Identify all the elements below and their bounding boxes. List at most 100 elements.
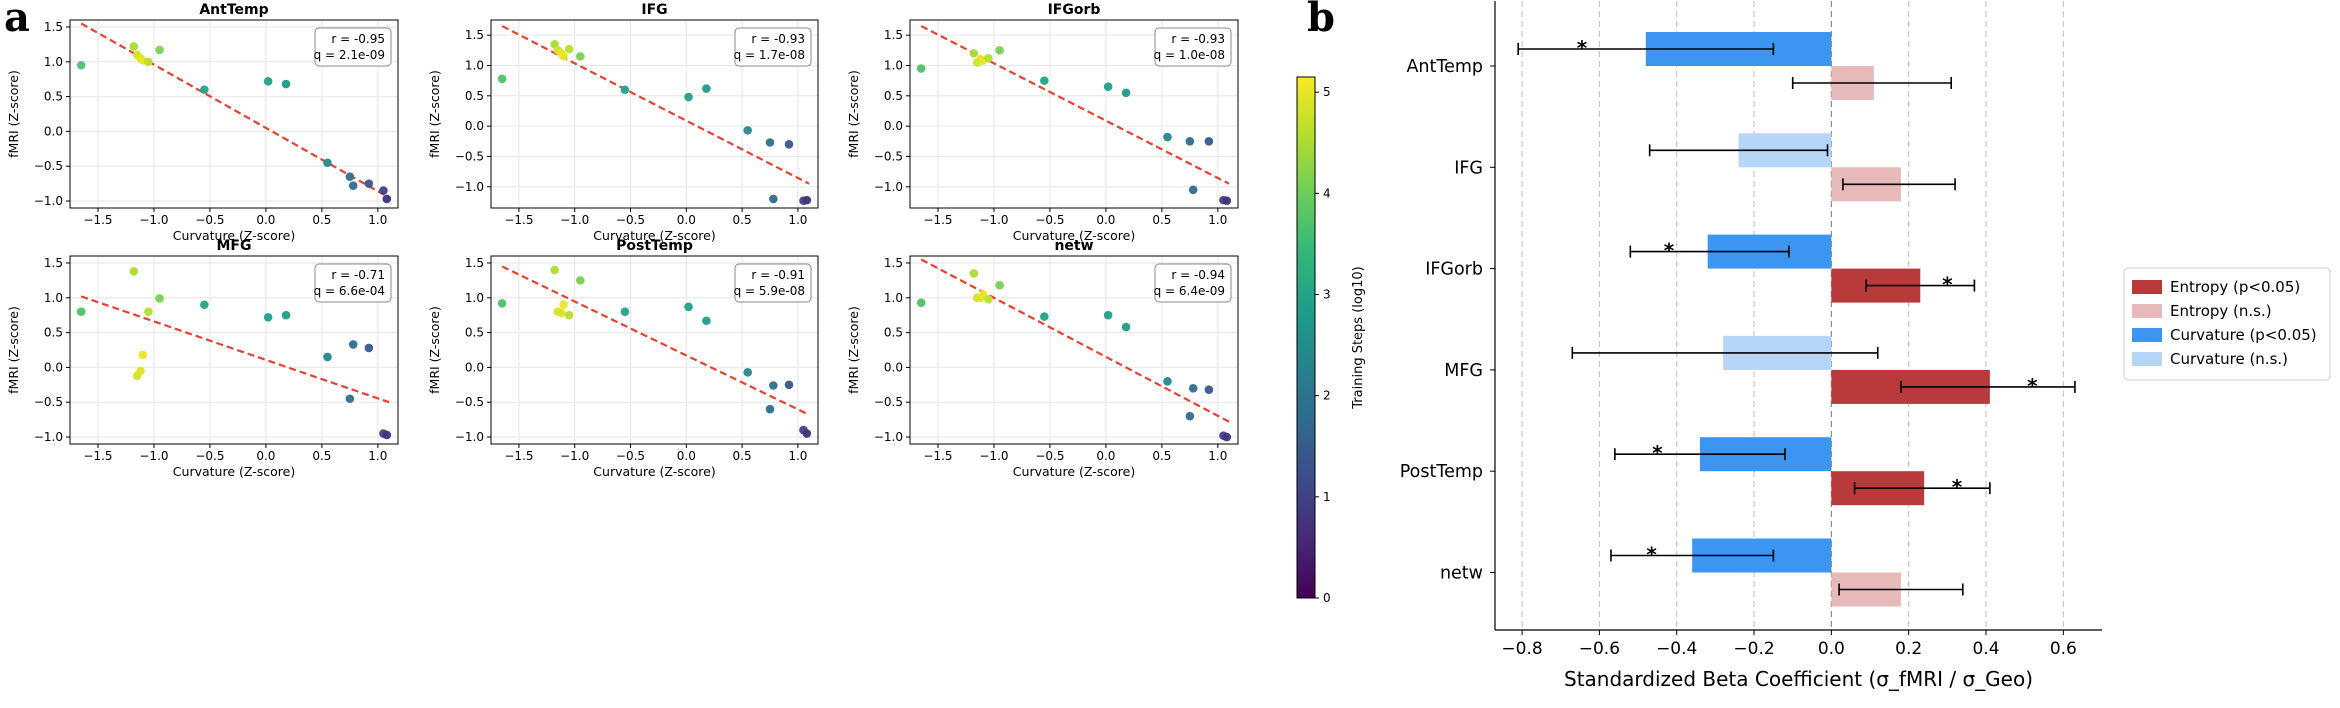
scatter-point [784,380,794,390]
scatter-point [995,280,1004,290]
x-tick-label: 0.0 [1818,639,1845,659]
scatter-point [1204,385,1214,394]
x-tick-label: 1.0 [788,213,807,227]
scatter-point [323,352,332,362]
y-tick-label: −1.0 [874,180,903,194]
x-tick-label: 0.0 [677,213,696,227]
x-tick-label: 1.0 [1208,213,1227,227]
x-tick-label: −0.4 [1656,639,1697,659]
category-label: AntTemp [1406,57,1483,77]
x-tick-label: −0.5 [1035,213,1064,227]
x-tick-label: −0.6 [1579,639,1620,659]
x-tick-label: −1.0 [979,449,1008,463]
scatter-point [364,179,374,188]
y-axis-label: fMRI (Z-score) [6,70,21,158]
legend-swatch [2132,352,2162,366]
scatter-point [575,52,585,61]
scatter-point [702,316,711,326]
stats-q-value: q = 2.1e-09 [314,48,385,62]
scatter-point [281,310,291,320]
scatter-point [348,340,358,349]
scatter-point [916,298,926,307]
curvature-significance-marker: * [1577,36,1588,60]
y-tick-label: −0.5 [874,395,903,409]
x-tick-label: 0.0 [1096,449,1115,463]
stats-r-value: r = -0.93 [751,32,805,46]
y-tick-label: 0.0 [884,360,903,374]
scatter-point [263,76,273,86]
scatter-point [559,300,568,310]
x-axis-label: Curvature (Z-score) [1013,464,1135,479]
stats-box [314,263,392,303]
y-tick-label: −0.5 [874,149,903,163]
scatter-point [1040,312,1049,321]
legend-swatch [2132,280,2162,294]
bar-group-netw: * netw [1440,538,1964,607]
scatter-subplot-netw: −1.5 −1.0 −0.5 0.0 0.5 1.0 −1.0 −0.5 0.0 0.5 1.0 1.… [846,238,1239,479]
x-tick-label: −1.0 [139,213,168,227]
stats-r-value: r = -0.94 [1171,268,1225,282]
scatter-point [76,60,86,70]
scatter-point [564,310,574,320]
scatter-subplot-PostTemp: −1.5 −1.0 −0.5 0.0 0.5 1.0 −1.0 −0.5 0.0 0.5 1.0 1.… [427,238,819,479]
x-tick-label: 0.5 [1152,213,1171,227]
scatter-point [564,44,574,54]
category-label: netw [1440,564,1483,584]
axes-frame [69,255,399,445]
scatter-point [559,52,568,61]
x-tick-label: 0.4 [1972,639,1999,659]
regression-fit-line [80,295,390,404]
scatter-point [743,126,752,135]
curvature-significance-marker: * [1646,543,1657,567]
curvature-significance-marker: * [1652,441,1663,465]
scatter-point [769,381,778,390]
x-tick-label: −1.5 [83,449,112,463]
bar-group-IFG: IFG [1454,133,1956,202]
scatter-point [155,45,164,55]
x-tick-label: 0.5 [1152,449,1171,463]
regression-fit-line [501,265,810,416]
x-tick-label: −1.5 [504,213,533,227]
x-tick-label: −1.5 [504,449,533,463]
colorbar-tick-label: 4 [1323,186,1331,200]
scatter-point [557,308,566,318]
category-label: MFG [1444,361,1483,381]
y-axis-label: fMRI (Z-score) [846,70,861,158]
axes-frame [490,255,819,445]
scatter-point [345,172,355,181]
x-tick-label: −1.0 [560,213,589,227]
scatter-point [1163,377,1172,386]
scatter-point [984,294,993,304]
axes-frame [909,19,1239,209]
y-tick-label: −1.0 [455,180,484,194]
axes-frame [490,19,819,209]
stats-r-value: r = -0.95 [331,32,385,46]
scatter-point [978,289,988,299]
legend-label: Entropy (p<0.05) [2170,278,2300,296]
scatter-point [138,350,148,360]
category-label: IFG [1454,158,1483,178]
stats-box [734,263,812,303]
regression-fit-line [80,22,390,199]
x-tick-label: −0.5 [616,449,645,463]
scatter-subplot-MFG: −1.5 −1.0 −0.5 0.0 0.5 1.0 −1.0 −0.5 0.0 0.5 1.0 1.… [6,238,399,479]
y-tick-label: −1.0 [34,430,63,444]
x-axis-label: Curvature (Z-score) [1013,228,1135,243]
x-axis-label: Curvature (Z-score) [173,464,295,479]
entropy-significance-marker: * [1942,273,1953,297]
panel-a-label: a [4,0,30,41]
legend-label: Entropy (n.s.) [2170,302,2272,320]
x-tick-label: 0.0 [256,449,275,463]
scatter-subplot-AntTemp: −1.5 −1.0 −0.5 0.0 0.5 1.0 −1.0 −0.5 0.0 0.5 1.0 1.… [6,2,399,243]
scatter-point [784,140,794,149]
colorbar-tick-label: 3 [1323,288,1331,302]
scatter-point [765,404,775,414]
x-tick-label: 1.0 [1208,449,1227,463]
scatter-point [765,138,775,147]
legend: Entropy (p<0.05) Entropy (n.s.) Curvature … [2123,267,2331,381]
x-tick-label: −1.0 [560,449,589,463]
x-tick-label: 0.5 [312,213,331,227]
scatter-point [1222,196,1232,206]
scatter-point [1204,136,1214,146]
y-tick-label: −1.0 [874,430,903,444]
